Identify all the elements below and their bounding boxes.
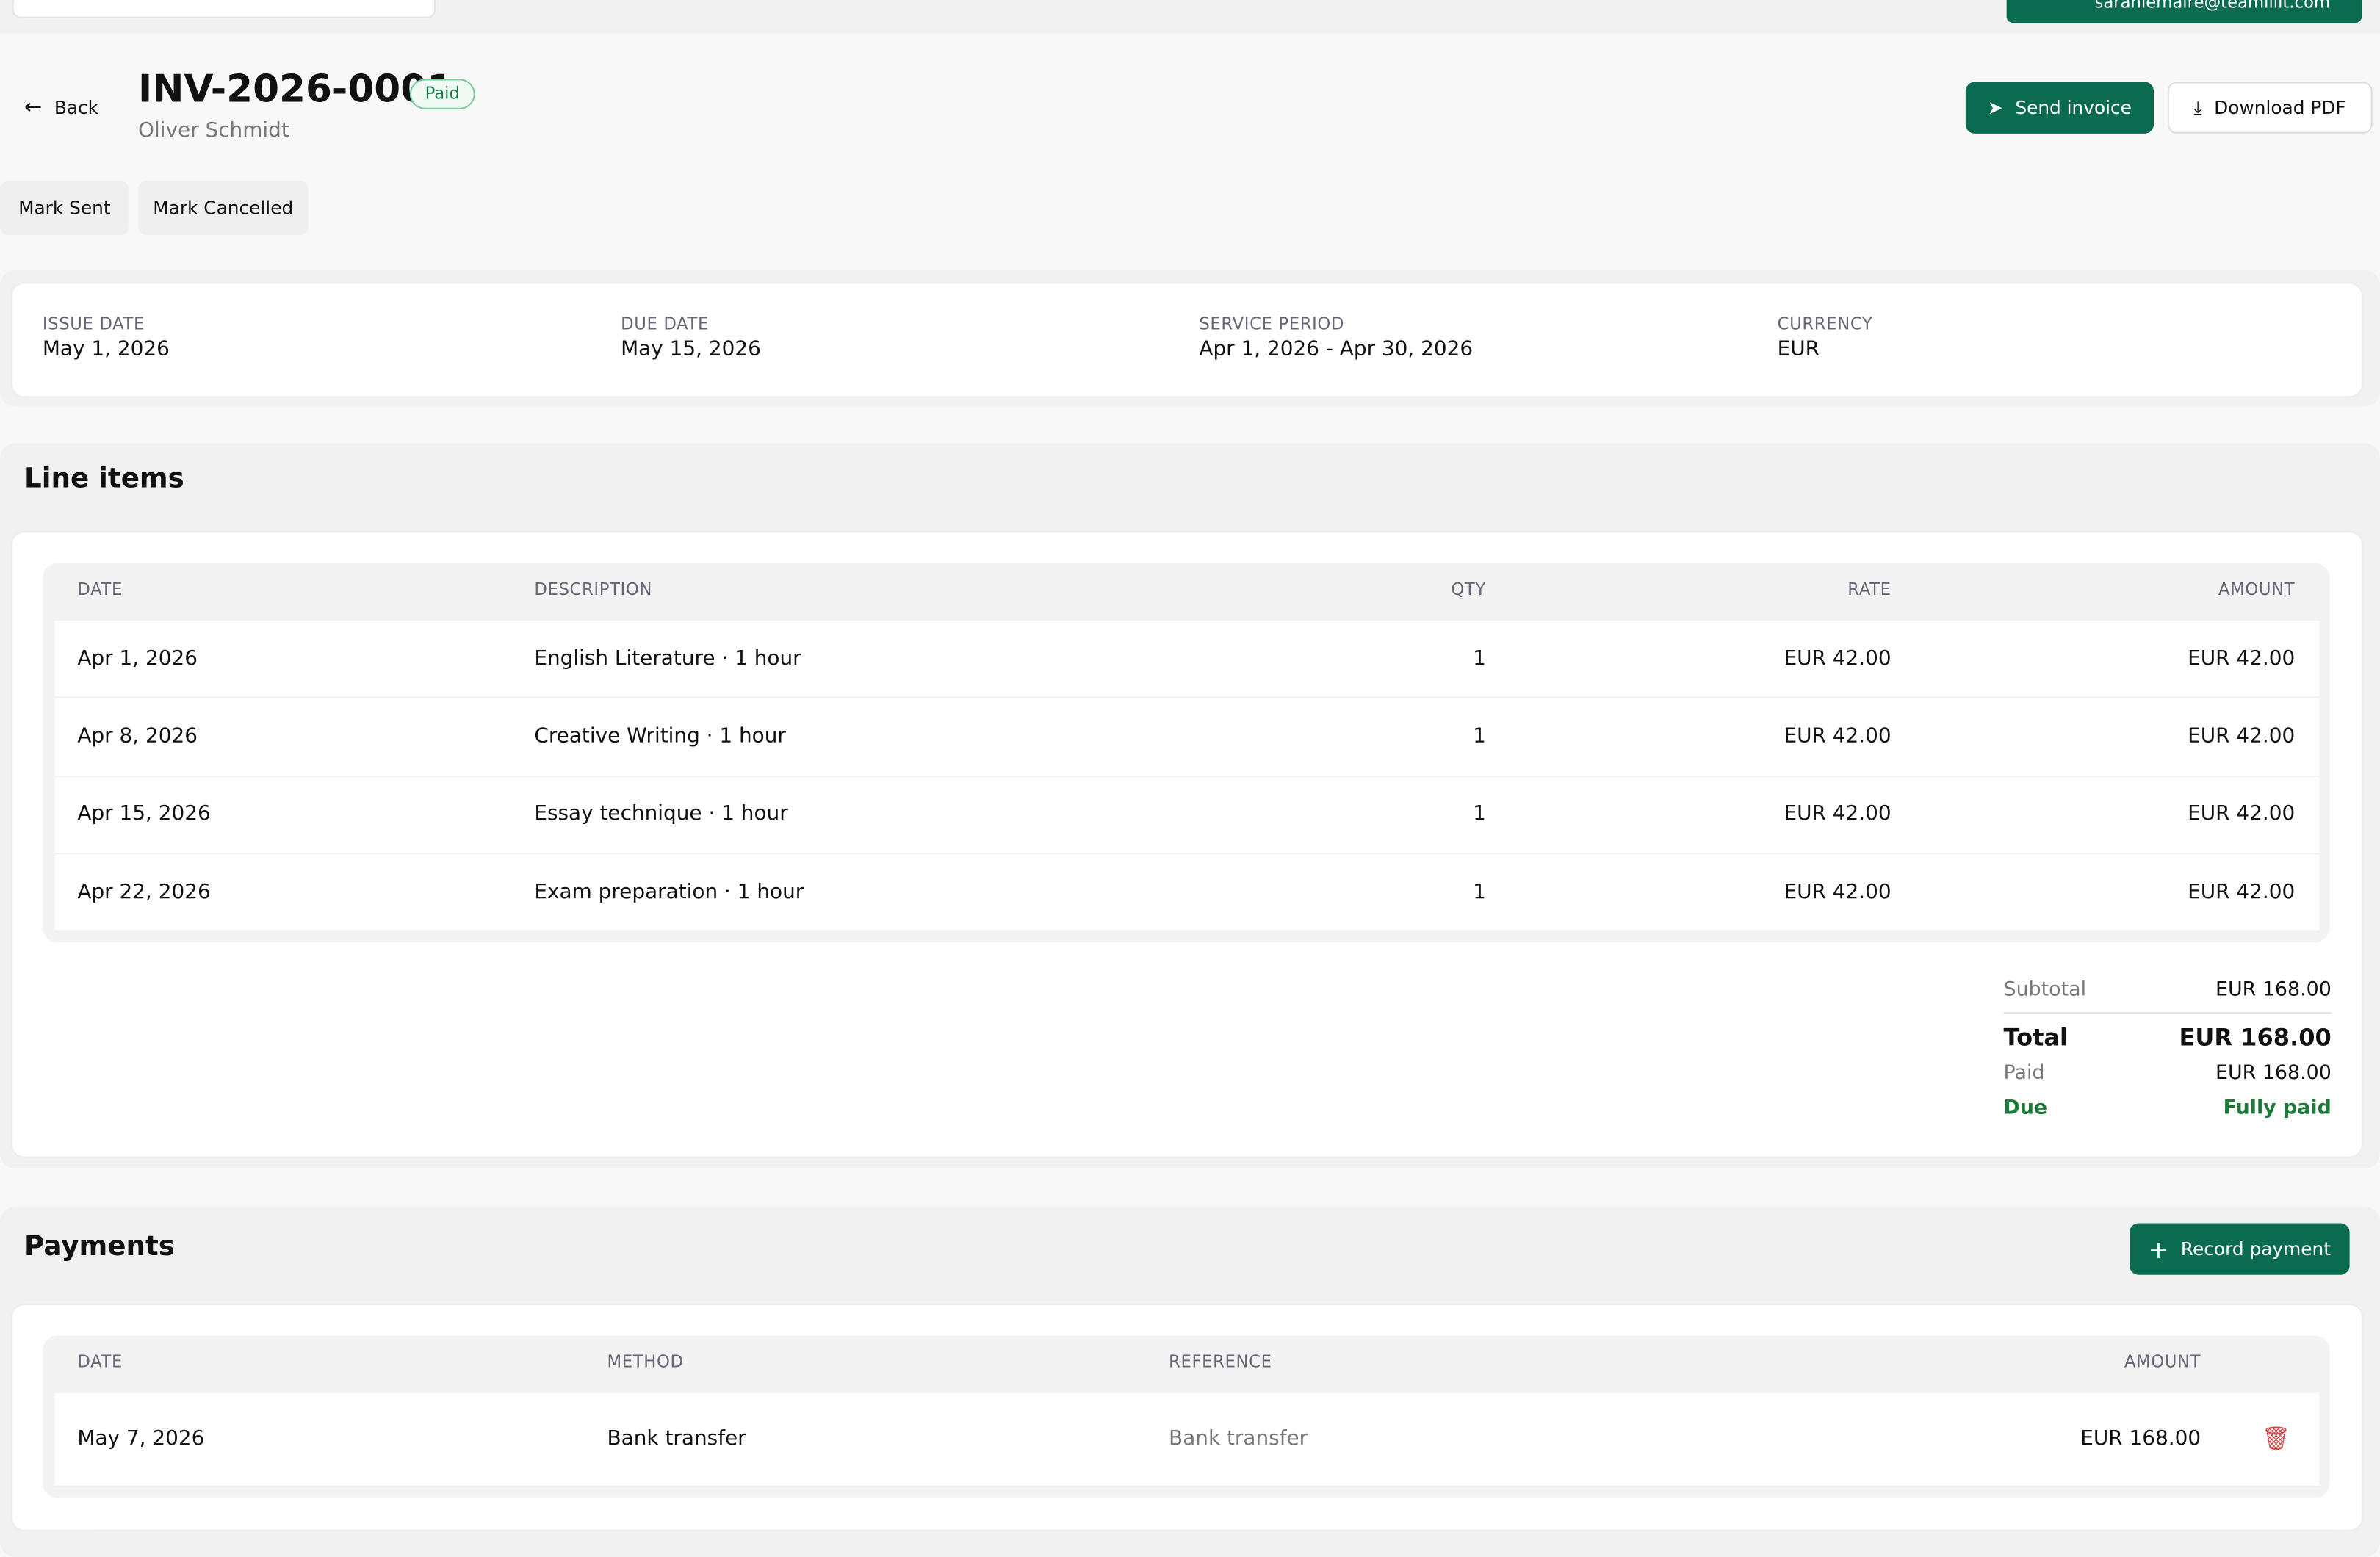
table-cell: Bank transfer [1169, 1426, 1308, 1451]
table-cell: 1 [1473, 801, 1486, 826]
send-label: Send invoice [2015, 97, 2132, 119]
table-cell: 1 [1473, 646, 1486, 671]
table-cell: EUR 42.00 [2188, 646, 2296, 671]
column-header: DESCRIPTION [534, 579, 653, 600]
table-cell: Exam preparation · 1 hour [534, 879, 804, 904]
info-label: SERVICE PERIOD [1199, 314, 1345, 334]
table-cell: EUR 42.00 [1784, 879, 1892, 904]
total-value: EUR 168.00 [2179, 1024, 2332, 1052]
section-title: Payments [24, 1230, 175, 1263]
table-cell: 1 [1473, 879, 1486, 904]
mark-sent-button[interactable]: Mark Sent [0, 180, 129, 236]
invoice-title: INV-2026-0001 [138, 66, 454, 111]
table-cell: EUR 42.00 [2188, 801, 2296, 826]
back-button[interactable]: ← Back [24, 95, 99, 120]
delete-button[interactable]: 🗑 [2261, 1425, 2291, 1453]
table-row: Apr 22, 2026 Exam preparation · 1 hour 1 EU… [54, 854, 2320, 933]
send-invoice-button[interactable]: ➤ Send invoice [1965, 82, 2154, 134]
back-label: Back [54, 97, 99, 119]
column-header: DATE [77, 1352, 123, 1372]
info-value: EUR [1777, 336, 1820, 361]
table-cell: EUR 42.00 [2188, 879, 2296, 904]
table-cell: Bank transfer [607, 1426, 746, 1451]
info-card: ISSUE DATE May 1, 2026 DUE DATE May 15, 202… [12, 283, 2362, 397]
info-label: CURRENCY [1777, 314, 1873, 334]
totals: Subtotal EUR 168.00 Total EUR 168.00 Paid EUR… [2003, 978, 2332, 1131]
info-label: DUE DATE [621, 314, 709, 334]
column-header: QTY [1451, 579, 1486, 600]
table-cell: EUR 42.00 [2188, 723, 2296, 748]
search-box[interactable] [12, 0, 436, 18]
table-row: May 7, 2026 Bank transfer Bank transfer EUR… [54, 1392, 2320, 1487]
total-label: Paid [2003, 1062, 2045, 1085]
payments-table: DATE METHOD REFERENCE AMOUNT May 7, 2026 Bank… [42, 1335, 2330, 1498]
column-header: REFERENCE [1169, 1352, 1272, 1372]
table-cell: May 7, 2026 [77, 1426, 205, 1451]
total-value: Fully paid [2223, 1097, 2332, 1120]
column-header: DATE [77, 579, 123, 600]
total-value: EUR 168.00 [2215, 978, 2332, 1002]
table-cell: EUR 42.00 [1784, 801, 1892, 826]
table-cell: Apr 8, 2026 [77, 723, 198, 748]
download-pdf-button[interactable]: ⤓ Download PDF [2167, 82, 2373, 134]
column-header: AMOUNT [2124, 1352, 2202, 1372]
table-row: Apr 8, 2026 Creative Writing · 1 hour 1 EUR… [54, 698, 2320, 777]
total-value: EUR 168.00 [2215, 1062, 2332, 1085]
info-label: ISSUE DATE [42, 314, 145, 334]
total-label: Subtotal [2003, 978, 2087, 1002]
client-name: Oliver Schmidt [138, 118, 289, 143]
table-cell: Apr 1, 2026 [77, 646, 198, 671]
table-cell: EUR 42.00 [1784, 646, 1892, 671]
record-label: Record payment [2180, 1238, 2331, 1260]
column-header: METHOD [607, 1352, 684, 1372]
table-cell: Essay technique · 1 hour [534, 801, 788, 826]
table-row: Apr 15, 2026 Essay technique · 1 hour 1 EUR… [54, 776, 2320, 855]
divider [2003, 1012, 2332, 1014]
info-value: Apr 1, 2026 - Apr 30, 2026 [1199, 336, 1474, 361]
column-header: AMOUNT [2218, 579, 2296, 600]
table-cell: 1 [1473, 723, 1486, 748]
table-cell: Apr 22, 2026 [77, 879, 211, 904]
info-value: May 1, 2026 [42, 336, 170, 361]
status-badge: Paid [409, 79, 475, 109]
table-cell: Apr 15, 2026 [77, 801, 211, 826]
total-label: Due [2003, 1097, 2048, 1120]
table-cell: English Literature · 1 hour [534, 646, 801, 671]
record-payment-button[interactable]: + Record payment [2130, 1223, 2350, 1275]
table-cell: EUR 42.00 [1784, 723, 1892, 748]
line-items-table: DATE DESCRIPTION QTY RATE AMOUNT Apr 1, 2026 E… [42, 563, 2330, 943]
info-value: May 15, 2026 [621, 336, 761, 361]
user-menu[interactable]: sarahlemaire@teamlilit.com [2006, 0, 2362, 23]
table-cell: EUR 168.00 [2080, 1426, 2202, 1451]
table-cell: Creative Writing · 1 hour [534, 723, 786, 748]
total-label: Total [2003, 1024, 2069, 1052]
download-label: Download PDF [2214, 97, 2346, 119]
column-header: RATE [1847, 579, 1892, 600]
table-row: Apr 1, 2026 English Literature · 1 hour 1 E… [54, 621, 2320, 699]
mark-cancelled-button[interactable]: Mark Cancelled [138, 180, 309, 236]
section-title: Line items [24, 463, 184, 495]
